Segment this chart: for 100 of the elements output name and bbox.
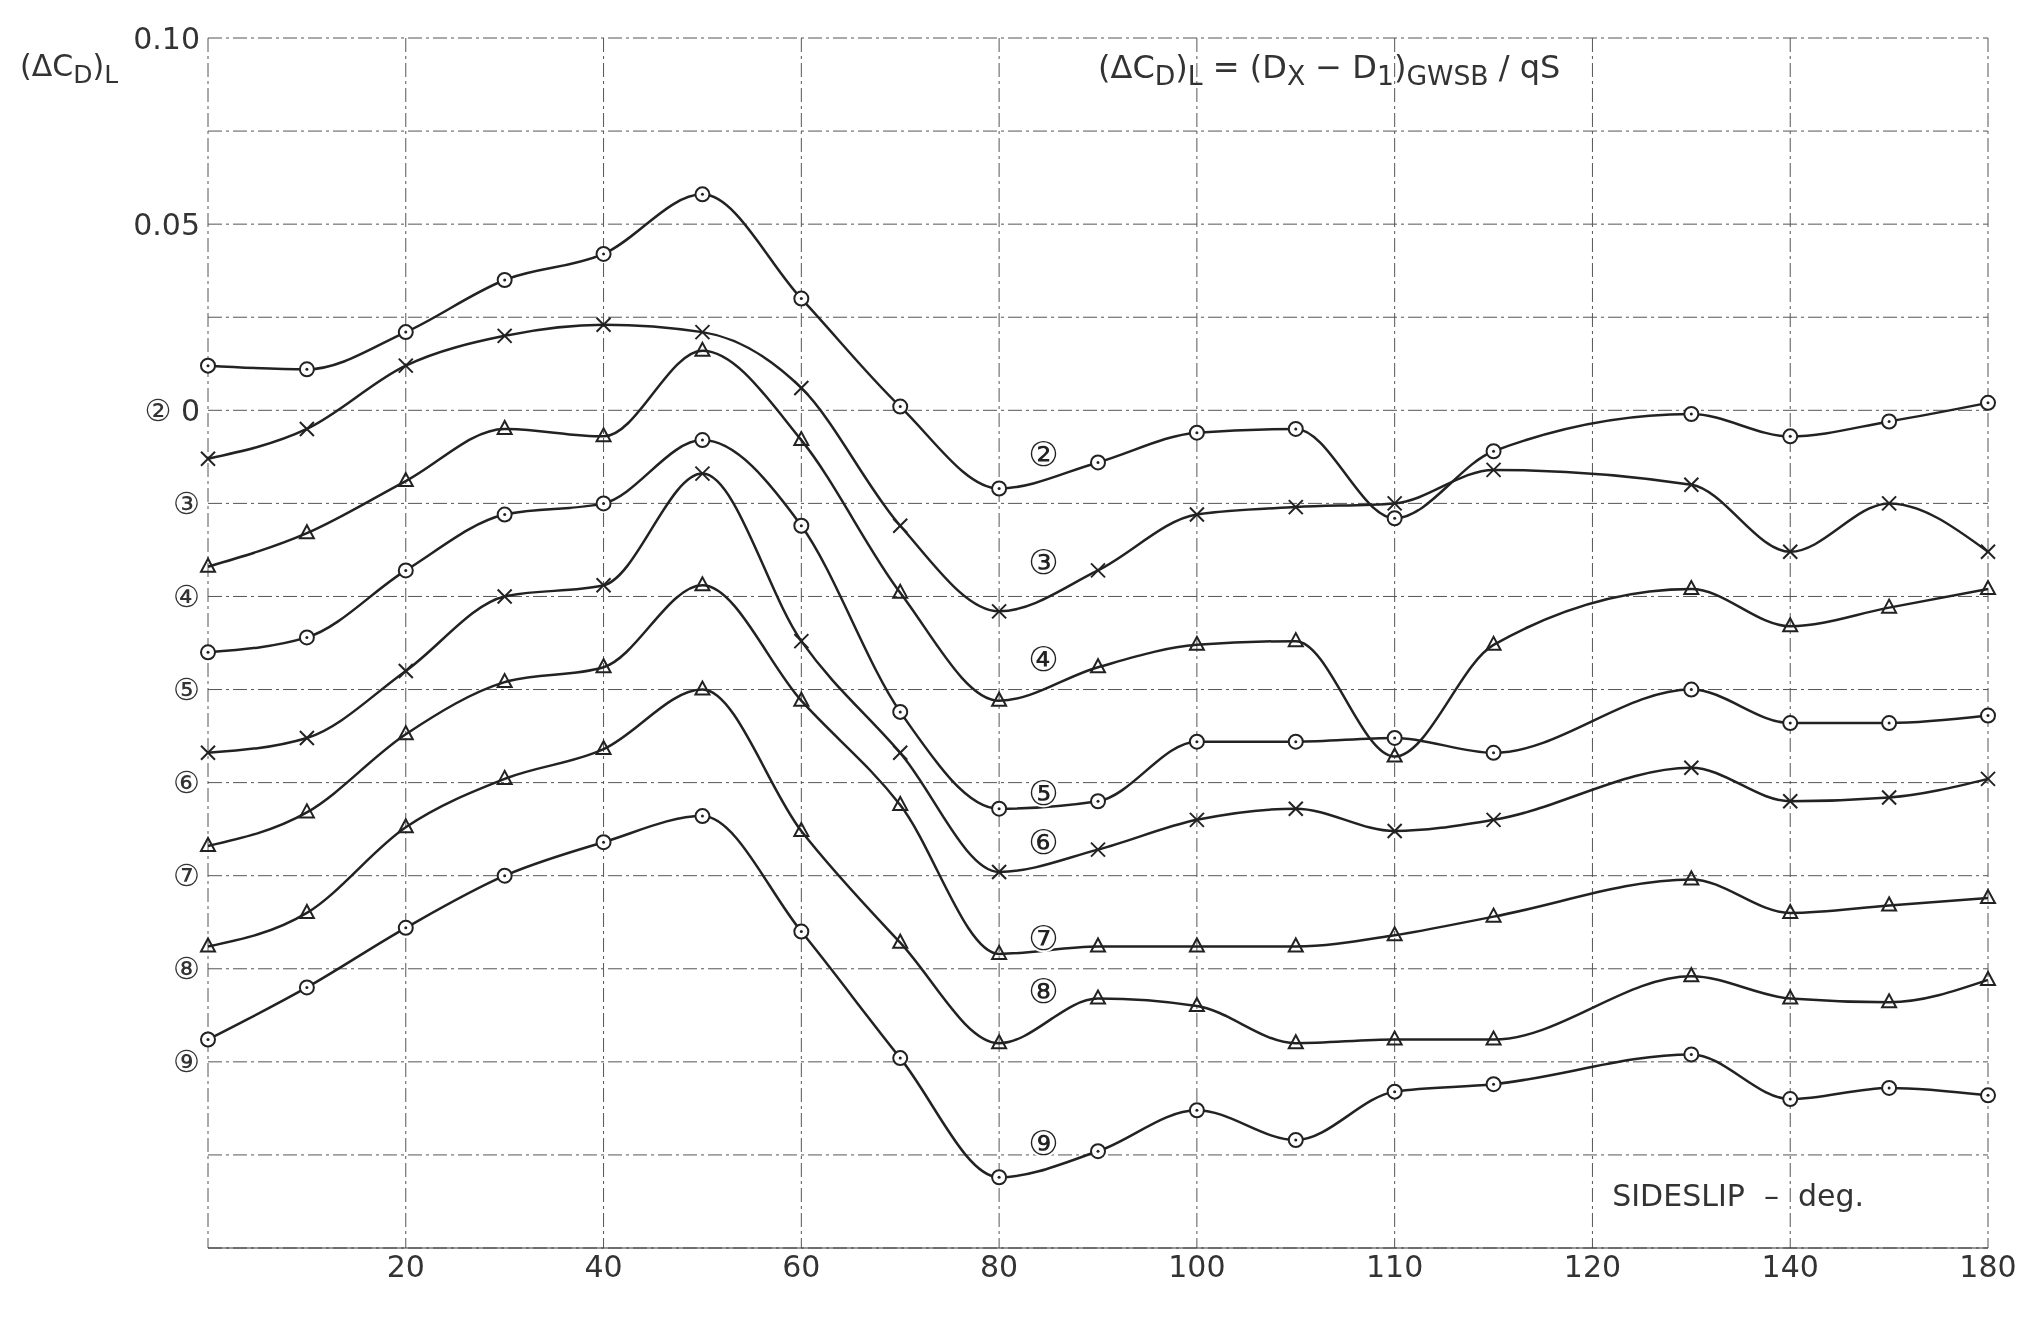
y-tick-label: ③ [173,486,200,522]
point [1386,747,1403,763]
point [1386,1030,1403,1046]
point [1188,1102,1205,1119]
series-label: ⑨ [1028,1123,1059,1164]
point [1188,733,1205,750]
point [1980,707,1996,724]
point [1683,580,1700,596]
point [892,703,909,720]
point [595,427,612,443]
point [694,680,711,696]
x-tick-label: 20 [386,1249,425,1285]
point [200,836,216,852]
point [892,795,909,811]
y-tick-label: ⑧ [173,951,200,987]
point [1287,1034,1304,1050]
point [1188,424,1205,441]
point [397,919,414,936]
x-tick-label: 80 [980,1249,1019,1285]
point [1683,681,1700,698]
point [991,944,1008,960]
point [496,769,513,785]
y-tick-label: ⑨ [173,1044,200,1080]
series-label: ④ [1028,639,1059,680]
x-tick-label: 180 [1959,1249,2017,1285]
point [1881,896,1898,912]
point [397,725,414,741]
point [1782,428,1799,445]
point [793,923,810,940]
point [1485,443,1502,460]
y-axis-title: (ΔC$_{D}$)$_{L}$ [20,48,119,89]
x-tick-label: 120 [1563,1249,1622,1285]
point [397,818,414,834]
point [991,1034,1008,1050]
x-tick-label: 100 [1168,1249,1226,1285]
point [1782,715,1799,732]
point [1287,937,1304,953]
y-tick-label: 0.10 [133,20,200,56]
point [298,979,315,996]
point [1485,1030,1502,1046]
x-tick-label: 110 [1366,1249,1424,1285]
point [1782,617,1799,633]
series-label: ② [1028,434,1059,475]
point [397,562,414,579]
point [1881,993,1898,1009]
point [496,867,513,884]
y-tick-label: ⑥ [173,765,200,801]
point [200,557,216,573]
point [1188,997,1205,1012]
point [1485,744,1502,761]
point [1090,658,1106,674]
point [793,517,810,534]
point [298,903,315,919]
point [1386,510,1403,527]
point [694,808,711,825]
point [595,740,612,756]
point [496,506,513,523]
point [1881,1079,1898,1096]
point [298,361,315,378]
point [1386,729,1403,746]
point [694,576,711,592]
point [496,419,513,435]
point [496,272,513,288]
point [1287,420,1304,437]
point [1980,580,1996,596]
point [1287,733,1304,750]
point [1188,937,1205,953]
point [1881,598,1898,614]
point [793,822,810,838]
point [595,495,612,512]
point [595,658,612,674]
point [1980,1087,1996,1104]
series-label: ⑥ [1028,821,1059,862]
point [1980,394,1996,411]
point [892,398,909,415]
point [991,1169,1008,1186]
series-label: ③ [1028,542,1059,583]
point [1287,1132,1304,1149]
y-tick-label: ④ [173,579,200,615]
point [1090,937,1106,953]
point [1683,406,1700,423]
y-tick-label: ⑦ [173,858,200,894]
point [1683,967,1700,983]
point [793,431,810,447]
y-tick-label: ⑤ [173,672,200,708]
point [892,933,909,949]
series-label: ⑤ [1028,773,1059,814]
point [1386,926,1403,942]
point [991,800,1008,817]
point [1782,989,1799,1005]
point [1090,454,1106,471]
point [1881,715,1898,732]
point [1386,1083,1403,1100]
point [1090,793,1106,810]
point [1782,903,1799,919]
point [397,324,414,341]
point [1980,970,1996,986]
point [793,691,810,707]
point [793,290,810,307]
point [595,834,612,851]
